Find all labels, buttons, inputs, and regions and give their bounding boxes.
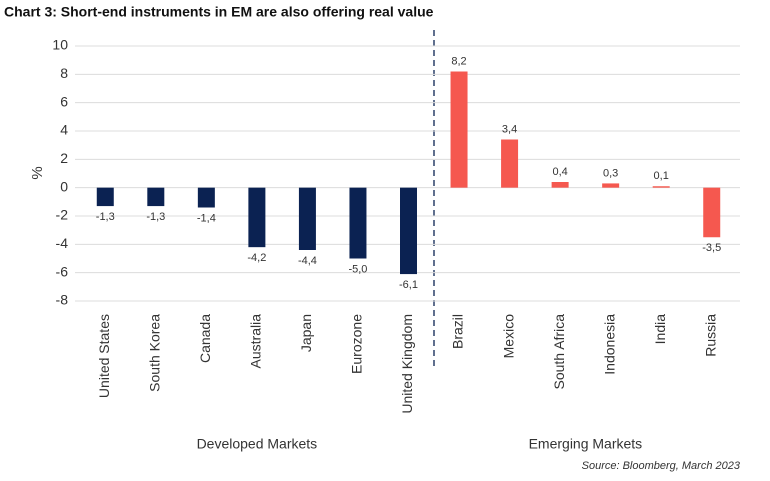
value-label: -6,1 bbox=[399, 279, 418, 291]
value-label: 0,1 bbox=[654, 170, 669, 182]
value-label: -5,0 bbox=[348, 263, 367, 275]
bar bbox=[551, 182, 569, 188]
group-label: Emerging Markets bbox=[529, 436, 643, 452]
value-label: -1,3 bbox=[96, 211, 115, 223]
y-tick-label: 0 bbox=[60, 178, 68, 194]
x-tick-label: South Korea bbox=[147, 314, 163, 392]
x-tick-label: Brazil bbox=[450, 314, 466, 349]
value-label: -1,4 bbox=[197, 212, 216, 224]
y-tick-label: 4 bbox=[60, 122, 68, 138]
y-tick-label: -2 bbox=[56, 207, 69, 223]
x-tick-label: United Kingdom bbox=[399, 314, 415, 414]
x-tick-label: Mexico bbox=[500, 314, 516, 359]
value-label: -4,2 bbox=[247, 252, 266, 264]
y-tick-label: -4 bbox=[56, 235, 69, 251]
bar bbox=[147, 187, 165, 207]
y-tick-label: 10 bbox=[52, 37, 68, 53]
x-tick-label: Indonesia bbox=[601, 314, 617, 375]
source: Source: Bloomberg, March 2023 bbox=[582, 460, 741, 472]
x-tick-label: Canada bbox=[197, 314, 213, 363]
x-tick-label: Australia bbox=[248, 314, 264, 369]
bar bbox=[298, 187, 316, 250]
bar bbox=[602, 183, 620, 188]
x-tick-label: India bbox=[652, 314, 668, 345]
bar bbox=[400, 187, 417, 275]
bar bbox=[652, 186, 670, 188]
value-label: -3,5 bbox=[702, 242, 721, 254]
value-label: 8,2 bbox=[451, 55, 466, 67]
bar bbox=[197, 187, 215, 208]
y-tick-label: 6 bbox=[60, 93, 68, 109]
chart-title: Chart 3: Short-end instruments in EM are… bbox=[4, 4, 434, 20]
bar bbox=[349, 187, 367, 259]
group-label: Developed Markets bbox=[197, 436, 318, 452]
x-tick-label: United States bbox=[96, 314, 112, 398]
bar bbox=[248, 187, 266, 248]
bar bbox=[450, 71, 468, 188]
value-label: 3,4 bbox=[502, 123, 517, 135]
bar bbox=[96, 187, 114, 207]
value-label: 0,3 bbox=[603, 167, 618, 179]
value-label: -1,3 bbox=[146, 211, 165, 223]
bar bbox=[703, 187, 721, 238]
y-tick-label: 8 bbox=[60, 65, 68, 81]
y-tick-label: -6 bbox=[56, 263, 69, 279]
value-label: -4,4 bbox=[298, 255, 317, 267]
x-tick-label: Russia bbox=[702, 314, 718, 357]
value-label: 0,4 bbox=[552, 166, 567, 178]
bar bbox=[501, 139, 519, 188]
y-axis-label: % bbox=[29, 166, 46, 179]
y-tick-label: -8 bbox=[56, 292, 69, 308]
y-tick-label: 2 bbox=[60, 150, 68, 166]
x-tick-label: Eurozone bbox=[349, 314, 365, 374]
x-tick-label: Japan bbox=[298, 314, 314, 352]
x-tick-label: South Africa bbox=[551, 314, 567, 390]
